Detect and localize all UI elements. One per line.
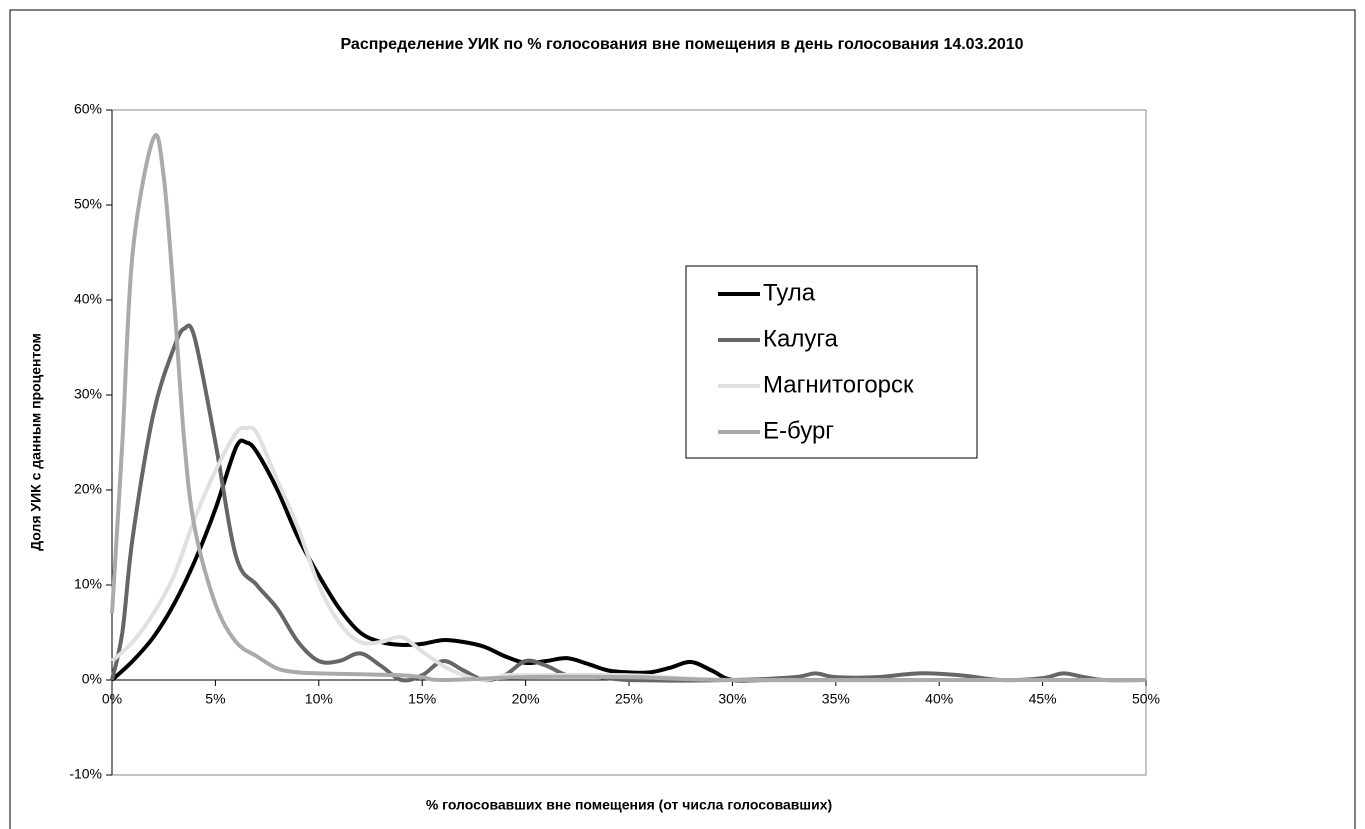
x-tick-label: 45% — [1029, 691, 1057, 707]
chart-title: Распределение УИК по % голосования вне п… — [340, 36, 1023, 53]
series-line — [110, 425, 1146, 683]
y-axis-label: Доля УИК с данным процентом — [28, 333, 44, 551]
legend-label: Е-бург — [763, 417, 834, 444]
y-tick-label: 60% — [74, 101, 102, 117]
y-tick-label: 0% — [82, 671, 102, 687]
legend-label: Магнитогорск — [763, 371, 914, 398]
legend-label: Калуга — [763, 325, 839, 352]
y-tick-label: 40% — [74, 291, 102, 307]
x-tick-label: 50% — [1132, 691, 1160, 707]
y-tick-label: 20% — [74, 481, 102, 497]
series-line — [110, 438, 1146, 683]
chart-border — [9, 9, 1356, 829]
x-axis-label: % голосовавших вне помещения (от числа г… — [426, 797, 832, 813]
x-tick-label: 15% — [408, 691, 436, 707]
x-tick-label: 35% — [822, 691, 850, 707]
x-tick-label: 0% — [102, 691, 122, 707]
y-tick-label: 50% — [74, 196, 102, 212]
series-line — [110, 323, 1147, 683]
x-tick-label: 30% — [718, 691, 746, 707]
series-line — [110, 133, 1146, 683]
y-tick-label: 10% — [74, 576, 102, 592]
x-tick-label: 40% — [925, 691, 953, 707]
legend-label: Тула — [763, 279, 816, 306]
x-tick-label: 10% — [305, 691, 333, 707]
y-tick-label: 30% — [74, 386, 102, 402]
x-tick-label: 25% — [615, 691, 643, 707]
x-tick-label: 5% — [205, 691, 225, 707]
x-tick-label: 20% — [512, 691, 540, 707]
legend — [685, 265, 978, 459]
y-tick-label: -10% — [69, 766, 102, 782]
